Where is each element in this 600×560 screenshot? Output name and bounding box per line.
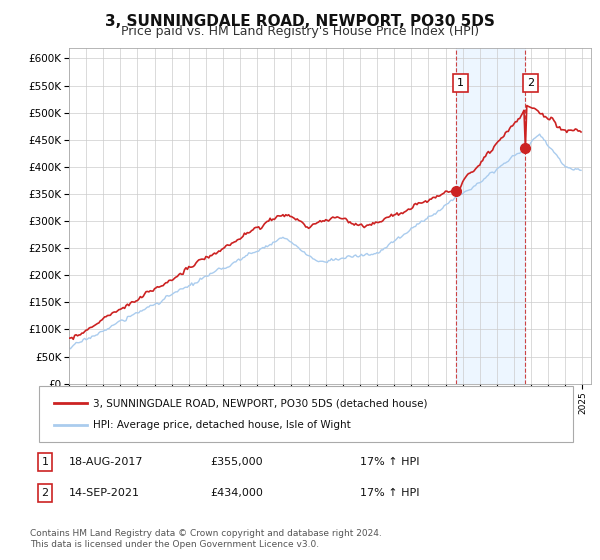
Text: 14-SEP-2021: 14-SEP-2021 bbox=[69, 488, 140, 498]
Text: 1: 1 bbox=[41, 457, 49, 467]
Text: Contains HM Land Registry data © Crown copyright and database right 2024.
This d: Contains HM Land Registry data © Crown c… bbox=[30, 529, 382, 549]
Text: 3, SUNNINGDALE ROAD, NEWPORT, PO30 5DS: 3, SUNNINGDALE ROAD, NEWPORT, PO30 5DS bbox=[105, 14, 495, 29]
Text: 2: 2 bbox=[527, 78, 534, 88]
Text: HPI: Average price, detached house, Isle of Wight: HPI: Average price, detached house, Isle… bbox=[93, 421, 351, 431]
Text: 17% ↑ HPI: 17% ↑ HPI bbox=[360, 457, 419, 467]
Text: £355,000: £355,000 bbox=[210, 457, 263, 467]
Text: 18-AUG-2017: 18-AUG-2017 bbox=[69, 457, 143, 467]
Text: 3, SUNNINGDALE ROAD, NEWPORT, PO30 5DS (detached house): 3, SUNNINGDALE ROAD, NEWPORT, PO30 5DS (… bbox=[93, 398, 427, 408]
Text: Price paid vs. HM Land Registry's House Price Index (HPI): Price paid vs. HM Land Registry's House … bbox=[121, 25, 479, 38]
Bar bbox=[455, 48, 526, 384]
Text: £434,000: £434,000 bbox=[210, 488, 263, 498]
Text: 2: 2 bbox=[41, 488, 49, 498]
Text: 1: 1 bbox=[457, 78, 464, 88]
Text: 17% ↑ HPI: 17% ↑ HPI bbox=[360, 488, 419, 498]
